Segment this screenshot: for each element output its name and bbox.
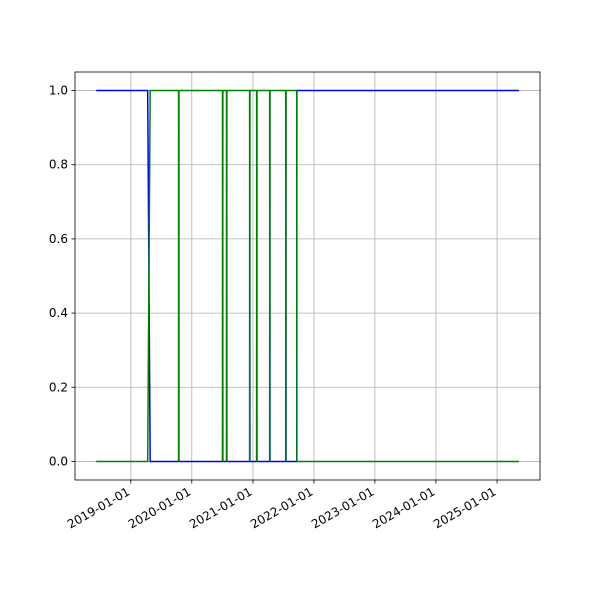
plot-frame <box>74 71 541 481</box>
y-tick-label: 0.0 <box>49 454 68 468</box>
y-tick-label: 0.2 <box>49 380 68 394</box>
y-tick-label: 0.4 <box>49 306 68 320</box>
y-tick-label: 0.8 <box>49 158 68 172</box>
y-tick-label: 1.0 <box>49 84 68 98</box>
y-tick-label: 0.6 <box>49 232 68 246</box>
